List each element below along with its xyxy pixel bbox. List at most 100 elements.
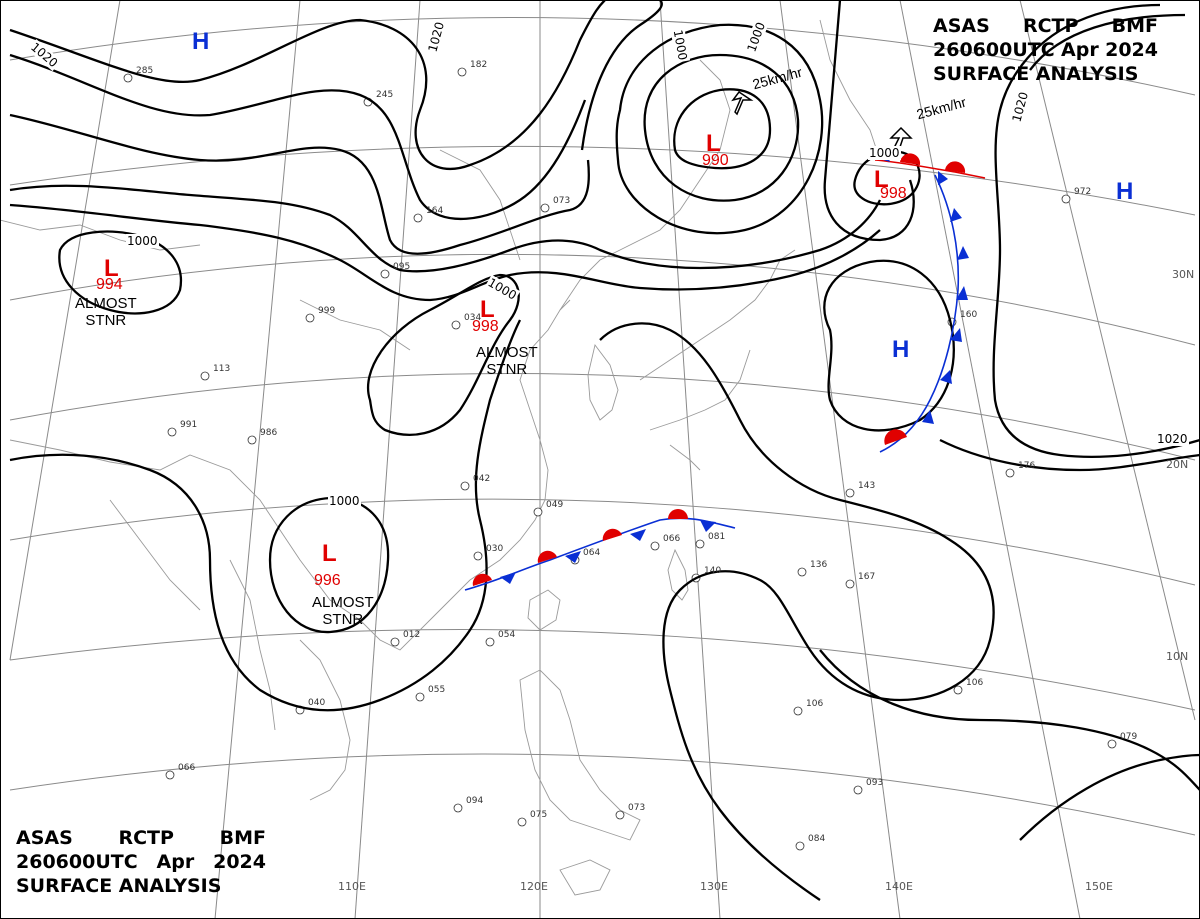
- low-center-symbol: L: [706, 130, 721, 157]
- station-circle: [650, 541, 660, 551]
- lat-label-20n: 20N: [1166, 458, 1189, 471]
- station-pressure: 064: [583, 548, 601, 558]
- station-pressure: 012: [403, 630, 421, 640]
- high-center-symbol: H: [1116, 178, 1134, 205]
- low-center-symbol: L: [480, 296, 495, 323]
- low-center-symbol: L: [322, 540, 337, 567]
- low-movement-note: ALMOST STNR: [476, 344, 538, 378]
- station-circle: [473, 551, 483, 561]
- lon-label-130e: 130E: [700, 880, 728, 893]
- station-pressure: 160: [960, 310, 978, 320]
- lon-label-120e: 120E: [520, 880, 548, 893]
- low-center-pressure: 998: [880, 185, 907, 202]
- header-bottom-code: BMF: [219, 827, 266, 849]
- station-pressure: 040: [308, 698, 326, 708]
- header-top-title: SURFACE ANALYSIS: [933, 63, 1139, 85]
- station-circle: [953, 685, 963, 695]
- station-pressure: 084: [808, 834, 826, 844]
- isobar-label: 1000: [868, 146, 901, 160]
- low-center-pressure: 990: [702, 152, 729, 169]
- low-center-pressure: 998: [472, 318, 499, 335]
- station-circle: [793, 706, 803, 716]
- isobars: [9, 0, 1200, 901]
- header-bottom-year: 2024: [213, 851, 266, 873]
- station-pressure: 042: [473, 474, 491, 484]
- isobar-label: 1000: [126, 234, 159, 248]
- header-top-station: RCTP: [1022, 15, 1079, 37]
- station-circle: [533, 507, 543, 517]
- station-pressure: 073: [553, 196, 571, 206]
- station-circle: [451, 320, 461, 330]
- station-pressure: 167: [858, 572, 876, 582]
- station-circle: [1061, 194, 1071, 204]
- station-pressure: 094: [466, 796, 484, 806]
- station-circle: [517, 817, 527, 827]
- header-top: ASAS RCTP BMF 260600UTC Apr 2024 SURFACE ANA…: [933, 14, 1158, 86]
- coastlines: [0, 19, 881, 896]
- station-pressure: 055: [428, 685, 446, 695]
- graticule-latitudes: [9, 16, 1196, 836]
- station-pressure: 991: [180, 420, 198, 430]
- station-circle: [485, 637, 495, 647]
- station-pressure: 164: [426, 206, 444, 216]
- low-center-symbol: L: [104, 255, 119, 282]
- station-circle: [845, 488, 855, 498]
- station-pressure: 245: [376, 90, 394, 100]
- station-pressure: 073: [628, 803, 646, 813]
- station-pressure: 049: [546, 500, 564, 510]
- station-pressure: 093: [866, 778, 884, 788]
- station-circle: [457, 67, 467, 77]
- lon-label-140e: 140E: [885, 880, 913, 893]
- station-pressure: 136: [810, 560, 828, 570]
- header-top-product: ASAS: [933, 15, 990, 37]
- stationary-front: [464, 509, 736, 591]
- station-pressure: 972: [1074, 187, 1092, 197]
- station-pressure: 176: [1018, 461, 1036, 471]
- station-circle: [305, 313, 315, 323]
- station-circle: [845, 579, 855, 589]
- station-pressure: 095: [393, 262, 411, 272]
- header-top-code: BMF: [1111, 15, 1158, 37]
- station-pressure: 079: [1120, 732, 1138, 742]
- station-circle: [415, 692, 425, 702]
- station-pressure: 113: [213, 364, 231, 374]
- low-movement-note: ALMOST STNR: [75, 295, 137, 329]
- header-bottom: ASAS RCTP BMF 260600UTC Apr 2024 SURFACE ANA…: [16, 826, 266, 898]
- header-bottom-time: 260600UTC: [16, 851, 138, 873]
- lat-label-30n: 30N: [1172, 268, 1195, 281]
- low-center-symbol: L: [874, 166, 889, 193]
- station-pressure: 106: [806, 699, 824, 709]
- station-circle: [200, 371, 210, 381]
- station-circle: [695, 539, 705, 549]
- header-top-month: Apr: [1061, 39, 1099, 61]
- station-circle: [1005, 468, 1015, 478]
- header-bottom-product: ASAS: [16, 827, 73, 849]
- isobar-label: 1020: [1156, 432, 1189, 446]
- header-bottom-station: RCTP: [118, 827, 174, 849]
- station-circle: [123, 73, 133, 83]
- station-circle: [460, 481, 470, 491]
- station-pressure: 054: [498, 630, 516, 640]
- cold-front: [879, 171, 969, 453]
- station-circle: [1107, 739, 1117, 749]
- header-top-year: 2024: [1105, 39, 1158, 61]
- lon-label-150e: 150E: [1085, 880, 1113, 893]
- station-circle: [853, 785, 863, 795]
- station-pressure: 999: [318, 306, 336, 316]
- station-pressure: 140: [704, 566, 722, 576]
- isobar-label: 1000: [328, 494, 361, 508]
- low-center-pressure: 994: [96, 276, 123, 293]
- high-center-symbol: H: [192, 28, 210, 55]
- station-circle: [453, 803, 463, 813]
- station-circle: [247, 435, 257, 445]
- station-markers: [123, 67, 1117, 851]
- station-circle: [413, 213, 423, 223]
- station-pressure: 030: [486, 544, 504, 554]
- header-bottom-title: SURFACE ANALYSIS: [16, 875, 222, 897]
- station-circle: [165, 770, 175, 780]
- station-circle: [615, 810, 625, 820]
- station-circle: [797, 567, 807, 577]
- lat-label-10n: 10N: [1166, 650, 1189, 663]
- station-circle: [380, 269, 390, 279]
